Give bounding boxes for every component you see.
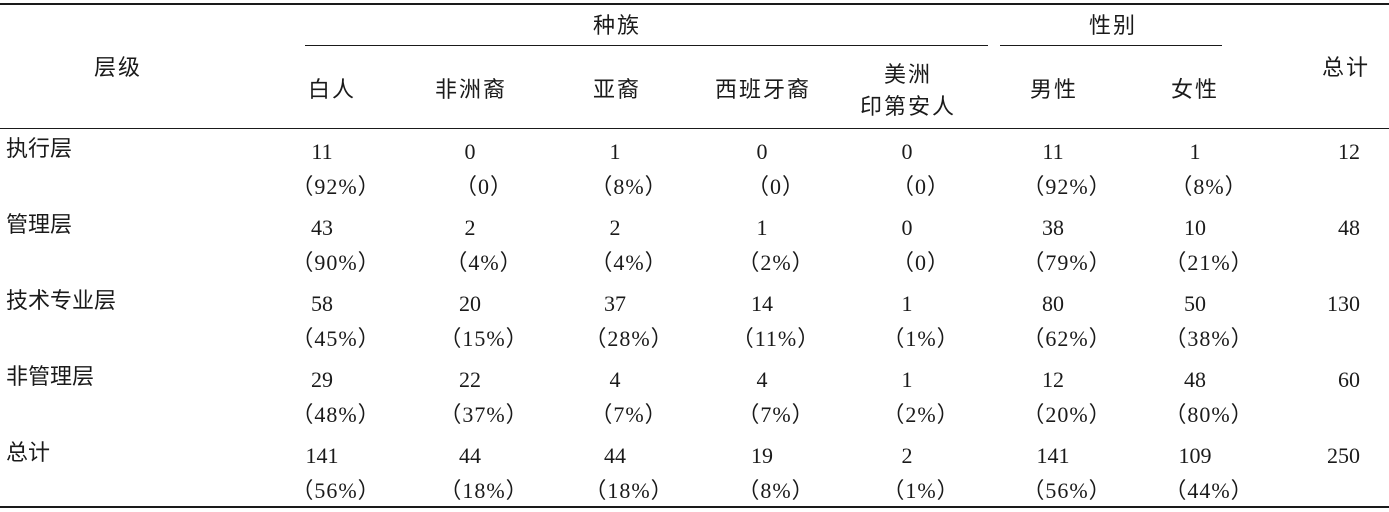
percent-cell: （90%） — [291, 250, 381, 275]
percent-cell: （15%） — [439, 326, 529, 351]
percent-cell: （18%） — [584, 478, 674, 503]
percent-cell: （48%） — [291, 402, 381, 427]
percent-cell: （1%） — [882, 478, 960, 503]
percent-cell: （7%） — [737, 402, 815, 427]
count-cell: 50 — [1184, 291, 1206, 316]
percent-cell: （21%） — [1164, 250, 1254, 275]
count-cell: 0 — [464, 139, 476, 164]
percent-cell: （28%） — [584, 326, 674, 351]
count-cell: 58 — [311, 291, 333, 316]
row-label: 管理层 — [6, 213, 73, 238]
count-cell: 141 — [1036, 443, 1070, 468]
percent-cell: （1%） — [882, 326, 960, 351]
count-cell: 4 — [756, 367, 768, 392]
count-cell: 11 — [1042, 139, 1064, 164]
count-cell: 19 — [751, 443, 773, 468]
count-cell: 12 — [1042, 367, 1064, 392]
top-rule — [0, 3, 1389, 5]
col-header-hispanic: 西班牙裔 — [714, 78, 812, 103]
col-header-white: 白人 — [307, 78, 357, 103]
count-cell: 1 — [1189, 139, 1201, 164]
count-cell: 44 — [604, 443, 626, 468]
percent-cell: （37%） — [439, 402, 529, 427]
percent-cell: （56%） — [291, 478, 381, 503]
percent-cell: （8%） — [737, 478, 815, 503]
count-cell: 0 — [756, 139, 768, 164]
header-total: 总计 — [1322, 56, 1371, 81]
col-header-female: 女性 — [1170, 78, 1220, 103]
count-cell: 141 — [305, 443, 339, 468]
count-cell: 20 — [459, 291, 481, 316]
percent-cell: （8%） — [590, 174, 668, 199]
total-cell: 60 — [1338, 367, 1360, 392]
col-header-native-american: 美洲 印第安人 — [860, 60, 956, 124]
percent-cell: （92%） — [291, 174, 381, 199]
count-cell: 1 — [756, 215, 768, 240]
percent-cell: （92%） — [1022, 174, 1112, 199]
percent-cell: （4%） — [590, 250, 668, 275]
gender-header-rule — [1000, 45, 1222, 46]
header-race: 种族 — [592, 14, 642, 39]
percent-cell: （0） — [891, 250, 951, 275]
header-level: 层级 — [94, 56, 143, 81]
percent-cell: （44%） — [1164, 478, 1254, 503]
percent-cell: （79%） — [1022, 250, 1112, 275]
percent-cell: （0） — [746, 174, 806, 199]
percent-cell: （18%） — [439, 478, 529, 503]
percent-cell: （7%） — [590, 402, 668, 427]
percent-cell: （38%） — [1164, 326, 1254, 351]
percent-cell: （56%） — [1022, 478, 1112, 503]
percent-cell: （20%） — [1022, 402, 1112, 427]
percent-cell: （2%） — [882, 402, 960, 427]
count-cell: 43 — [311, 215, 333, 240]
col-header-african: 非洲裔 — [434, 78, 508, 103]
row-label: 技术专业层 — [6, 289, 117, 314]
percent-cell: （11%） — [731, 326, 821, 351]
count-cell: 0 — [901, 139, 913, 164]
race-header-rule — [305, 45, 988, 46]
count-cell: 37 — [604, 291, 626, 316]
count-cell: 2 — [609, 215, 621, 240]
percent-cell: （0） — [891, 174, 951, 199]
count-cell: 1 — [901, 291, 913, 316]
col-header-native-line1: 美洲 — [883, 63, 933, 88]
count-cell: 14 — [751, 291, 773, 316]
percent-cell: （0） — [454, 174, 514, 199]
count-cell: 10 — [1184, 215, 1206, 240]
count-cell: 29 — [311, 367, 333, 392]
header-gender: 性别 — [1088, 14, 1138, 39]
count-cell: 44 — [459, 443, 481, 468]
total-cell: 48 — [1338, 215, 1360, 240]
total-cell: 12 — [1338, 139, 1360, 164]
header-bottom-rule — [0, 128, 1389, 129]
col-header-asian: 亚裔 — [592, 78, 642, 103]
bottom-rule — [0, 506, 1389, 508]
count-cell: 109 — [1178, 443, 1212, 468]
count-cell: 11 — [311, 139, 333, 164]
total-cell: 250 — [1327, 443, 1360, 468]
count-cell: 1 — [609, 139, 621, 164]
percent-cell: （80%） — [1164, 402, 1254, 427]
row-label: 总计 — [6, 441, 51, 466]
count-cell: 4 — [609, 367, 621, 392]
total-cell: 130 — [1327, 291, 1360, 316]
count-cell: 80 — [1042, 291, 1064, 316]
count-cell: 2 — [901, 443, 913, 468]
percent-cell: （8%） — [1170, 174, 1248, 199]
percent-cell: （2%） — [737, 250, 815, 275]
col-header-male: 男性 — [1029, 78, 1079, 103]
count-cell: 22 — [459, 367, 481, 392]
percent-cell: （4%） — [445, 250, 523, 275]
count-cell: 2 — [464, 215, 476, 240]
col-header-native-line2: 印第安人 — [859, 94, 957, 120]
percent-cell: （62%） — [1022, 326, 1112, 351]
count-cell: 1 — [901, 367, 913, 392]
row-label: 执行层 — [6, 137, 73, 162]
row-label: 非管理层 — [6, 365, 95, 390]
count-cell: 0 — [901, 215, 913, 240]
count-cell: 38 — [1042, 215, 1064, 240]
percent-cell: （45%） — [291, 326, 381, 351]
count-cell: 48 — [1184, 367, 1206, 392]
